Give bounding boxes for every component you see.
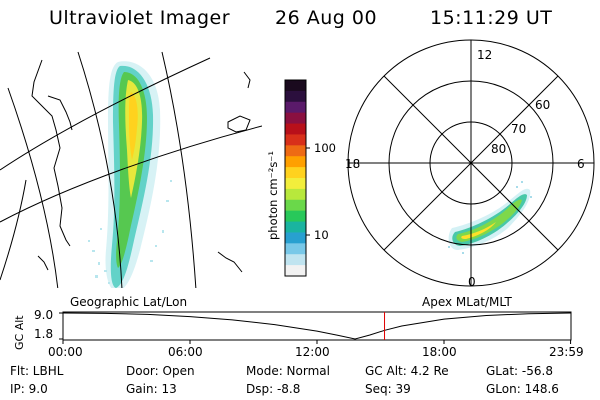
colorbar-swatch <box>285 188 306 201</box>
polar-grid <box>347 39 595 287</box>
colorbar-swatch <box>285 199 306 212</box>
instrument-title: Ultraviolet Imager <box>49 7 231 29</box>
polar-aurora-green <box>456 199 522 242</box>
colorbar-tick-label: 10 <box>314 228 329 242</box>
polar-aurora-yellow <box>461 222 496 239</box>
colorbar-swatch <box>285 123 306 136</box>
info-gain: Gain: 13 <box>126 382 177 396</box>
timeline-ytick-top: 9.0 <box>34 308 54 322</box>
time-label: 15:11:29 UT <box>430 7 553 29</box>
colorbar-frame <box>284 79 307 277</box>
info-gc-alt: GC Alt: 4.2 Re <box>365 364 449 378</box>
colorbar-swatch <box>285 232 306 244</box>
mlt-label-right: 6 <box>577 157 585 171</box>
date-label: 26 Aug 00 <box>275 7 378 29</box>
colorbar: 100 10 <box>284 79 336 277</box>
mlat-label-70: 70 <box>511 122 526 136</box>
colorbar-swatch <box>285 156 306 168</box>
polar-label-text: Apex MLat/MLT <box>422 295 512 309</box>
info-ip: IP: 9.0 <box>10 382 48 396</box>
mlt-label-bottom: 0 <box>468 275 476 289</box>
timeline-xtick-2: 12:00 <box>295 345 330 359</box>
gc-alt-series-line <box>62 312 571 340</box>
colorbar-swatch <box>285 167 306 179</box>
timeline-xtick-3: 18:00 <box>422 345 457 359</box>
info-seq: Seq: 39 <box>365 382 411 396</box>
polar-meridian-diag2 <box>383 75 559 251</box>
timeline-ytick-bottom: 1.8 <box>34 327 54 341</box>
colorbar-unit-label: photon cm⁻²s⁻¹ <box>266 151 280 240</box>
colorbar-swatch <box>285 112 306 125</box>
colorbar-swatch <box>285 221 306 234</box>
colorbar-tick-label: 100 <box>314 141 336 155</box>
info-glon: GLon: 148.6 <box>486 382 559 396</box>
geographic-label-text: Geographic Lat/Lon <box>70 295 188 309</box>
timeline-xtick-1: 06:00 <box>168 345 203 359</box>
aurora-band-core <box>129 92 138 160</box>
mlat-label-80: 80 <box>491 142 506 156</box>
timeline-y-label: GC Alt <box>13 315 26 350</box>
colorbar-swatch <box>285 243 306 255</box>
info-filter: Flt: LBHL <box>10 364 64 378</box>
mlat-label-60: 60 <box>535 98 550 112</box>
info-door: Door: Open <box>126 364 195 378</box>
colorbar-swatch <box>285 145 306 157</box>
geographic-aurora-image <box>88 61 172 288</box>
colorbar-swatch <box>285 265 306 277</box>
colorbar-swatch <box>285 254 306 266</box>
mlt-label-left: 18 <box>345 157 360 171</box>
colorbar-swatch <box>285 178 306 190</box>
colorbar-swatch <box>285 210 306 223</box>
altitude-timeline-chart <box>59 311 572 344</box>
colorbar-swatch <box>285 90 306 103</box>
timeline-frame <box>62 311 572 341</box>
colorbar-swatch <box>285 101 306 114</box>
info-glat: GLat: -56.8 <box>486 364 553 378</box>
timeline-xtick-4: 23:59 <box>549 345 584 359</box>
lat-lon-grid <box>0 51 262 288</box>
info-dsp: Dsp: -8.8 <box>246 382 301 396</box>
aurora-speckles <box>88 180 172 284</box>
timeline-xtick-0: 00:00 <box>48 345 83 359</box>
geographic-map-panel <box>0 51 262 288</box>
colorbar-swatch <box>285 134 306 146</box>
info-mode: Mode: Normal <box>246 364 330 378</box>
mlt-label-top: 12 <box>477 48 492 62</box>
polar-aurora-speckles <box>448 181 532 254</box>
colorbar-swatch <box>285 80 306 92</box>
